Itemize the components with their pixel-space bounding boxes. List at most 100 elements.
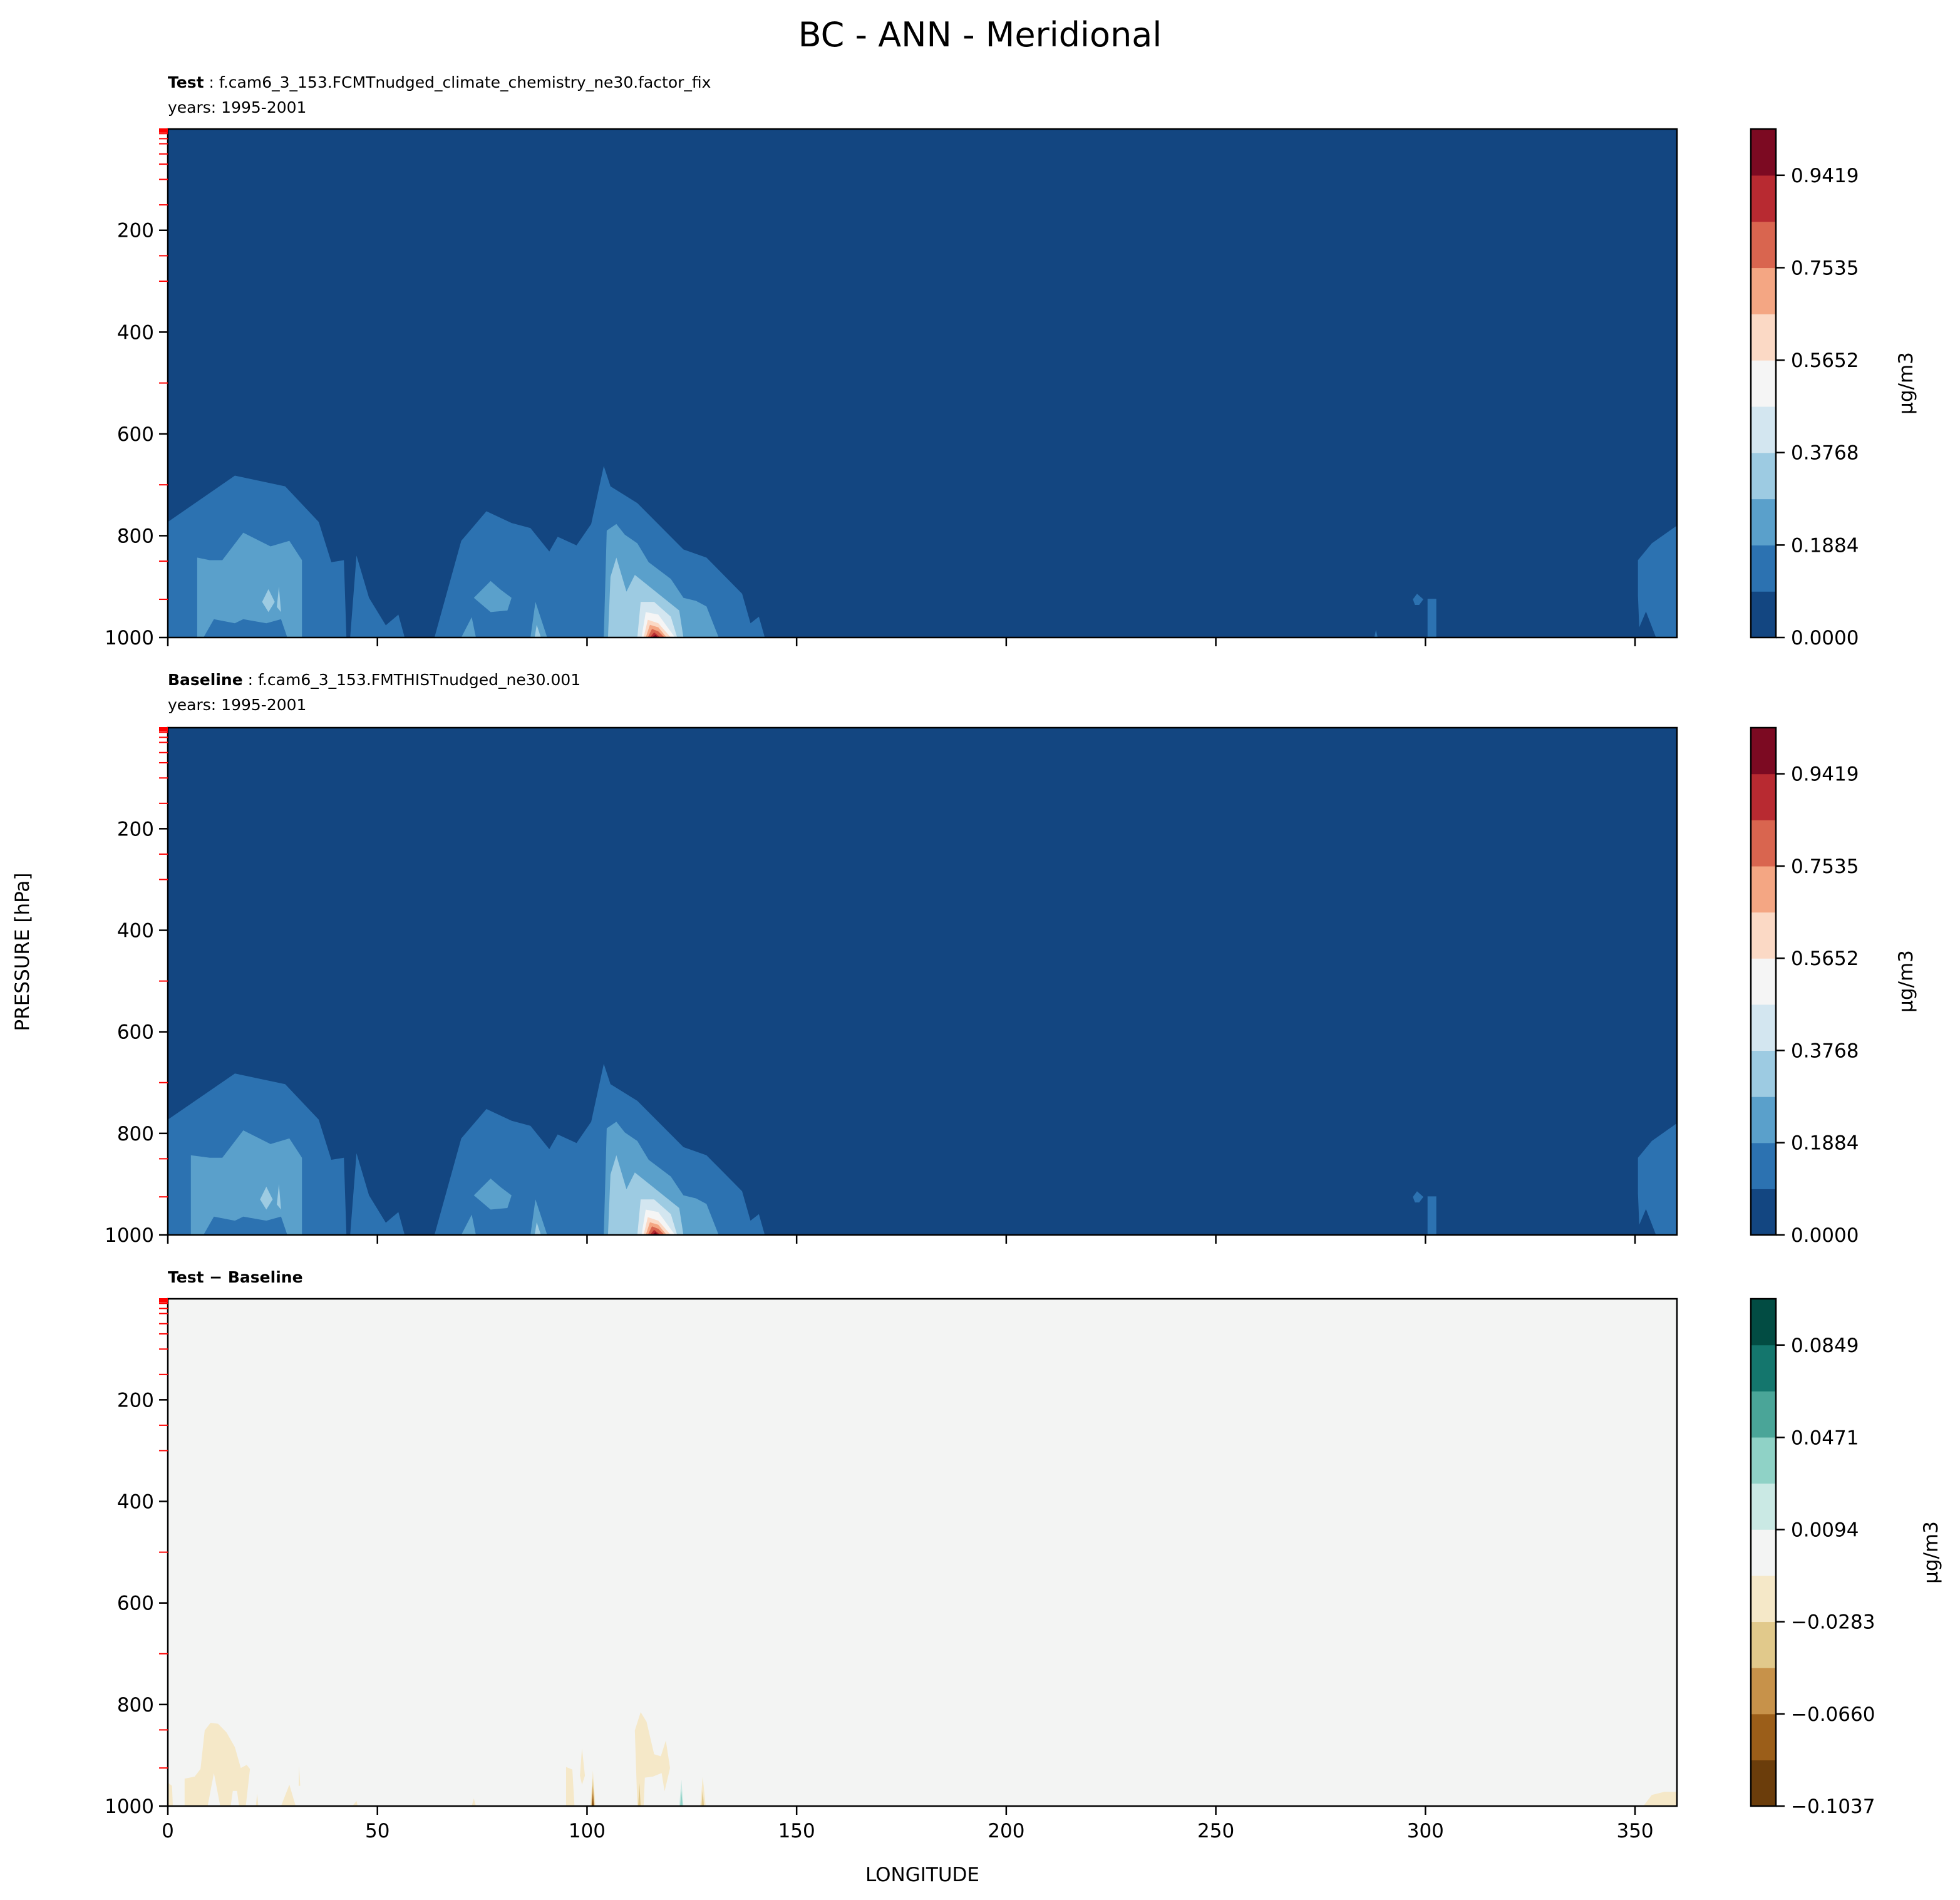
contour-region-level-1 <box>1374 629 1378 638</box>
panel-2-title-bold: Baseline <box>168 671 243 689</box>
contour-background <box>168 1299 1677 1806</box>
panel-2-title: Baseline : f.cam6_3_153.FMTHISTnudged_ne… <box>168 671 580 689</box>
contour-region-level-2 <box>530 602 547 638</box>
colorbar-band <box>1751 1713 1776 1760</box>
y-tick-label: 800 <box>117 1694 154 1717</box>
contour-region-level-4 <box>566 1767 575 1806</box>
panel-2: 200 400 600 800 1000 0.0000 0.1884 0.3768 0.5652… <box>105 726 1917 1247</box>
x-tick-label: 200 <box>988 1820 1024 1842</box>
contour-region-level-4 <box>700 1777 706 1806</box>
colorbar-band <box>1751 865 1776 913</box>
y-tick-label: 600 <box>117 1593 154 1615</box>
colorbar-tick-label: 0.5652 <box>1791 947 1859 970</box>
x-tick-label: 0 <box>162 1820 174 1842</box>
colorbar-band <box>1751 175 1776 222</box>
colorbar-tick-label: 0.7535 <box>1791 257 1859 279</box>
colorbar-label: μg/m3 <box>1895 950 1917 1013</box>
colorbar-tick-label: 0.0000 <box>1791 627 1859 649</box>
colorbar-tick-label: −0.0283 <box>1791 1611 1875 1634</box>
colorbar-band <box>1751 591 1776 638</box>
panel-2-title-sep: : <box>243 671 258 689</box>
contour-region-level-3 <box>260 1187 273 1210</box>
colorbar-band <box>1751 1621 1776 1668</box>
colorbar-band <box>1751 912 1776 959</box>
colorbar-tick-label: 0.0471 <box>1791 1427 1859 1449</box>
contour-background <box>168 728 1677 1235</box>
colorbar-frame <box>1750 128 1777 639</box>
colorbar-band <box>1751 267 1776 314</box>
colorbar-band <box>1751 1345 1776 1391</box>
colorbar-band <box>1751 1299 1776 1346</box>
colorbar-band <box>1751 1575 1776 1623</box>
contour-region-level-3 <box>638 1783 641 1806</box>
colorbar-band <box>1751 498 1776 545</box>
y-tick-label: 400 <box>117 321 154 344</box>
contour-region-level-1 <box>1427 1196 1436 1235</box>
colorbar-tick-label: 0.0094 <box>1791 1519 1859 1542</box>
contour-region-level-3 <box>534 1222 541 1235</box>
contour-region-level-2 <box>473 581 512 612</box>
y-tick-label: 800 <box>117 1123 154 1145</box>
y-tick-label: 600 <box>117 1021 154 1044</box>
contour-region-level-2 <box>473 1179 512 1210</box>
colorbar-band <box>1751 1760 1776 1807</box>
panel-1-title: Test : f.cam6_3_153.FCMTnudged_climate_c… <box>168 73 711 91</box>
colorbar-band <box>1751 1142 1776 1189</box>
colorbar-band <box>1751 728 1776 775</box>
colorbar-band <box>1751 1189 1776 1236</box>
colorbar-band <box>1751 221 1776 269</box>
colorbar-band <box>1751 1097 1776 1144</box>
y-tick-label: 400 <box>117 1491 154 1514</box>
x-tick-label: 50 <box>365 1820 389 1842</box>
y-tick-label: 200 <box>117 1389 154 1412</box>
y-tick-label: 1000 <box>105 627 154 649</box>
colorbar-band <box>1751 314 1776 361</box>
contour-region-level-3 <box>262 589 275 612</box>
panel-2-years: years: 1995-2001 <box>168 696 306 714</box>
colorbar-tick-label: 0.3768 <box>1791 1040 1859 1062</box>
y-tick-label: 600 <box>117 423 154 446</box>
panel-1-title-bold: Test <box>168 73 204 91</box>
colorbar-band <box>1751 545 1776 592</box>
contour-region-level-4 <box>580 1748 585 1785</box>
y-tick-label: 1000 <box>105 1795 154 1818</box>
panel-1-years: years: 1995-2001 <box>168 98 306 116</box>
x-tick-label: 100 <box>569 1820 606 1842</box>
contour-region-level-3 <box>534 624 541 638</box>
contour-region-level-9 <box>649 1229 661 1235</box>
colorbar-tick-label: 0.0000 <box>1791 1224 1859 1247</box>
contour-fill-group <box>168 466 1677 638</box>
panel-3-title: Test − Baseline <box>168 1268 303 1286</box>
colorbar-band <box>1751 452 1776 500</box>
colorbar-tick-label: −0.1037 <box>1791 1795 1875 1818</box>
colorbar-band <box>1751 958 1776 1005</box>
contour-region-level-7 <box>680 1790 683 1806</box>
colorbar-tick-label: 0.3768 <box>1791 442 1859 465</box>
contour-region-level-3 <box>701 1790 704 1806</box>
panel-2-case-name: f.cam6_3_153.FMTHISTnudged_ne30.001 <box>258 671 580 689</box>
colorbar-band <box>1751 1391 1776 1438</box>
figure-title: BC - ANN - Meridional <box>798 15 1162 54</box>
contour-region-level-1 <box>434 466 765 638</box>
x-axis-label: LONGITUDE <box>865 1864 979 1886</box>
colorbar-tick-label: 0.5652 <box>1791 349 1859 372</box>
contour-region-level-4 <box>1643 1792 1677 1806</box>
colorbar-band <box>1751 1529 1776 1576</box>
x-tick-label: 150 <box>778 1820 815 1842</box>
contour-region-level-1 <box>434 1063 765 1235</box>
contour-region-level-4 <box>634 1712 670 1806</box>
colorbar-band <box>1751 1483 1776 1530</box>
contour-region-level-1 <box>1427 599 1436 638</box>
colorbar-band <box>1751 773 1776 820</box>
contour-region-level-2 <box>197 532 302 638</box>
contour-fill-group <box>168 1712 1677 1806</box>
colorbar-band <box>1751 1004 1776 1051</box>
contour-region-level-4 <box>184 1723 250 1806</box>
contour-region-level-2 <box>461 617 476 638</box>
contour-region-level-1 <box>1413 1191 1423 1203</box>
colorbar-tick-label: 0.9419 <box>1791 763 1859 786</box>
y-tick-label: 800 <box>117 525 154 547</box>
y-tick-label: 200 <box>117 220 154 242</box>
colorbar-frame <box>1750 1298 1777 1807</box>
